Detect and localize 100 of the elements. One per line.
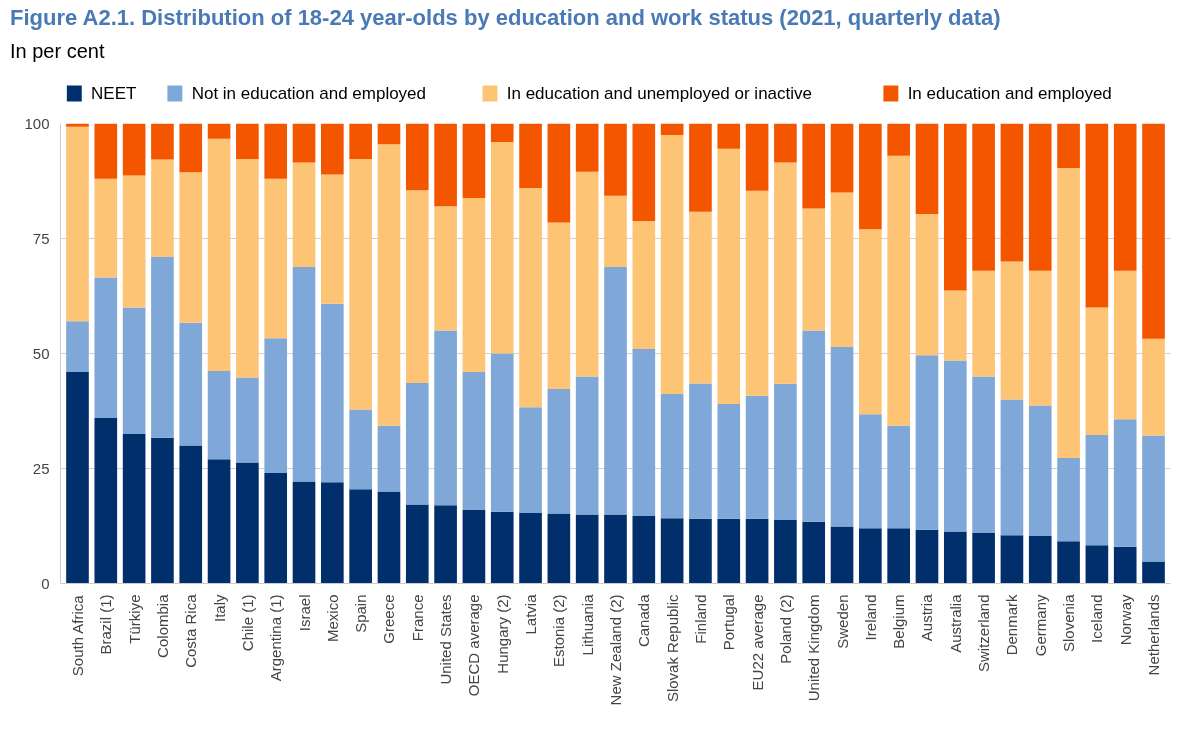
bar [745, 190, 769, 396]
bar [972, 270, 995, 377]
bar [859, 229, 882, 415]
x-tick-label: Portugal [720, 594, 738, 651]
bar [490, 123, 514, 142]
bar [915, 123, 939, 215]
x-tick-label: Slovak Republic [663, 593, 681, 703]
legend-label: In education and employed [907, 83, 1112, 103]
x-tick-label: Israel [295, 594, 313, 632]
x-tick-label: Austria [918, 593, 936, 642]
x-tick-label: Argentina (1) [267, 594, 285, 682]
bar [122, 123, 146, 176]
bar [321, 174, 344, 304]
bar [972, 376, 995, 533]
x-tick-label: Ireland [861, 594, 879, 641]
bar [802, 330, 826, 522]
bar [774, 123, 797, 163]
bar [94, 417, 118, 584]
bar [717, 148, 741, 405]
x-tick-label: Slovenia [1060, 593, 1078, 653]
bar [887, 155, 910, 426]
bar [660, 134, 684, 394]
bar [745, 123, 769, 191]
bar [859, 414, 882, 529]
bar [660, 518, 684, 584]
x-tick-label: Poland (2) [776, 594, 794, 664]
y-tick-label: 100 [24, 114, 50, 132]
x-tick-label: OECD average [465, 594, 483, 697]
bar [774, 383, 797, 520]
bar [519, 187, 542, 408]
bar [405, 190, 429, 383]
bar [830, 526, 854, 584]
bar [1142, 123, 1165, 339]
x-tick-label: Hungary (2) [493, 594, 511, 674]
bar [151, 437, 174, 584]
bar [547, 222, 571, 389]
bar [1113, 419, 1137, 547]
bar [830, 123, 854, 193]
bar [1000, 399, 1024, 536]
bar [66, 123, 89, 127]
x-tick-label: New Zealand (2) [607, 594, 624, 706]
bar [830, 192, 854, 348]
x-tick-label: EU22 average [748, 594, 766, 691]
bar [632, 221, 656, 349]
bar [1057, 168, 1080, 458]
bar [774, 520, 797, 584]
bar [434, 206, 457, 331]
bar [236, 123, 259, 159]
x-tick-label: Estonia (2) [550, 594, 568, 668]
bar [915, 355, 939, 530]
bar [1142, 338, 1165, 436]
bar [745, 395, 769, 519]
bar [689, 211, 712, 384]
y-tick-label: 0 [41, 574, 50, 592]
bar [943, 290, 967, 361]
x-tick-label: Türkiye [125, 594, 143, 644]
bar [377, 491, 401, 584]
bar [547, 388, 571, 514]
x-tick-label: Canada [635, 593, 653, 648]
x-tick-label: Lithuania [578, 593, 596, 656]
bar [1142, 435, 1165, 562]
bar [405, 382, 429, 505]
bar [1028, 270, 1052, 406]
bar [94, 123, 118, 179]
bar [292, 162, 316, 267]
bar [122, 175, 146, 308]
bar [179, 123, 203, 173]
bar [575, 123, 599, 172]
y-tick-label: 50 [32, 344, 50, 362]
bar [179, 445, 203, 584]
x-tick-label: South Africa [68, 594, 86, 677]
bar [1057, 123, 1080, 169]
bar [349, 489, 372, 584]
bar [830, 347, 854, 527]
bar [321, 123, 344, 175]
bar [151, 159, 174, 257]
x-tick-label: Costa Rica [182, 593, 200, 668]
x-tick-label: United States [437, 594, 455, 685]
bar [94, 178, 118, 278]
x-tick-label: United Kingdom [805, 594, 823, 702]
bar [1113, 123, 1137, 271]
bar [717, 123, 741, 149]
bar [66, 371, 89, 584]
bar [179, 172, 203, 323]
bar [207, 459, 231, 584]
bar [321, 303, 344, 483]
bar [349, 123, 372, 159]
bar [972, 123, 995, 271]
bar [717, 404, 741, 519]
bar [462, 509, 486, 584]
bar [1057, 541, 1080, 584]
x-tick-label: Latvia [522, 593, 540, 635]
bar [887, 123, 910, 156]
bar [519, 513, 542, 584]
bar [1113, 270, 1137, 420]
x-tick-label: Brazil (1) [97, 594, 115, 655]
bar [1000, 123, 1024, 262]
bar [802, 521, 826, 584]
bar [377, 425, 401, 492]
bar [264, 473, 288, 584]
